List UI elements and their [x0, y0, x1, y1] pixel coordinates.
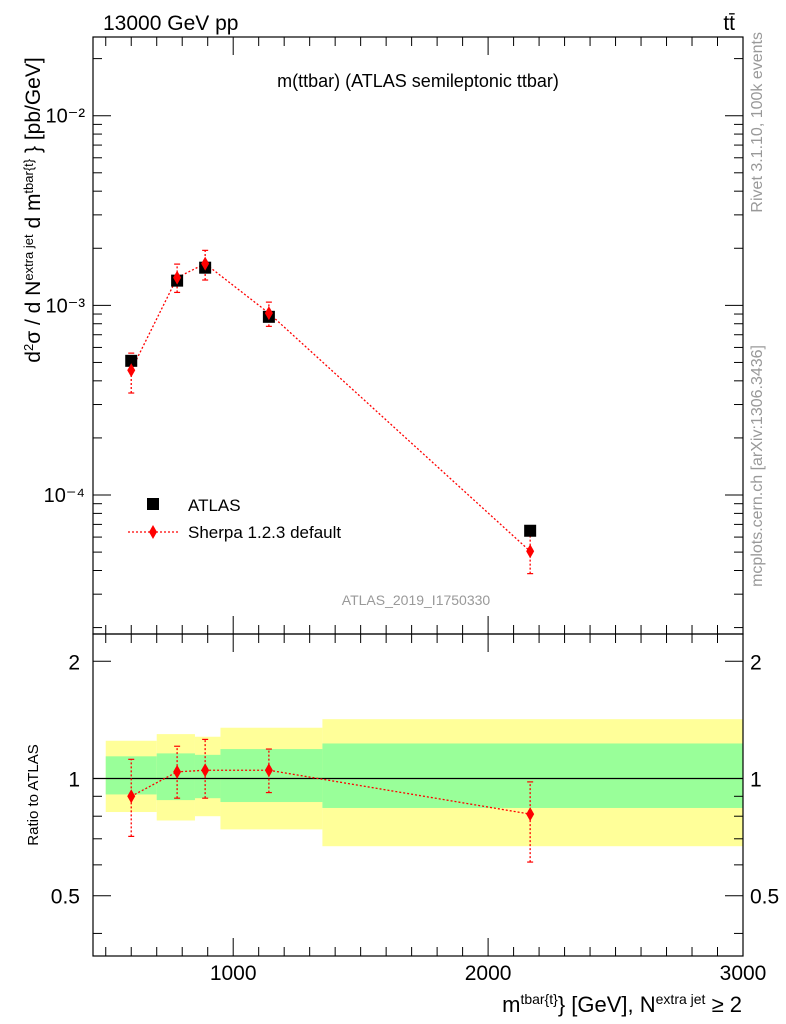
xtick-label: 3000	[720, 962, 767, 985]
legend-label-atlas: ATLAS	[188, 496, 241, 515]
ratio-ytick-label: 0.5	[51, 886, 80, 909]
main-ytick-label: 10⁻³	[46, 295, 86, 317]
main-ytick-label: 10⁻⁴	[44, 485, 85, 507]
ratio-sherpa-point	[264, 763, 273, 778]
main-plot-title: m(ttbar) (ATLAS semileptonic ttbar)	[277, 71, 559, 91]
legend-marker-sherpa	[149, 525, 157, 539]
ratio-ytick-label-right: 0.5	[750, 886, 779, 909]
atlas-point	[125, 354, 138, 367]
source-label: mcplots.cern.ch [arXiv:1306.3436]	[749, 345, 766, 587]
legend: ATLAS Sherpa 1.2.3 default	[128, 496, 341, 542]
ratio-ytick-label-right: 1	[750, 768, 762, 791]
main-ytick-label: 10⁻²	[46, 106, 86, 128]
header-left: 13000 GeV pp	[103, 12, 238, 35]
ratio-band-inner	[156, 753, 195, 801]
ratio-sherpa-point	[127, 789, 136, 804]
main-y-axis-label: d2σ / d Nextra jet d mtbar{t} } [pb/GeV]	[21, 57, 46, 362]
xtick-label: 1000	[210, 962, 257, 985]
ratio-sherpa-point	[201, 763, 210, 778]
sherpa-line	[130, 262, 531, 552]
xtick-label: 2000	[465, 962, 512, 985]
sherpa-point	[127, 363, 136, 378]
x-axis-label: mtbar{t}} [GeV], Nextra jet ≥ 2	[502, 991, 742, 1017]
legend-label-sherpa: Sherpa 1.2.3 default	[188, 523, 341, 542]
ratio-band-inner	[322, 743, 743, 808]
main-panel: m(ttbar) (ATLAS semileptonic ttbar) ATLA…	[21, 36, 744, 635]
main-plot-frame	[92, 36, 744, 635]
sherpa-point	[264, 306, 273, 321]
atlas-point	[524, 524, 537, 537]
analysis-watermark: ATLAS_2019_I1750330	[342, 592, 491, 608]
sherpa-point	[526, 544, 535, 559]
ratio-ytick-label-right: 2	[750, 651, 762, 674]
ratio-y-axis-label: Ratio to ATLAS	[25, 744, 42, 845]
ratio-sherpa-point	[526, 807, 535, 822]
ratio-plot-frame	[92, 633, 744, 957]
legend-marker-atlas	[147, 498, 159, 510]
sherpa-point	[201, 256, 210, 271]
rivet-label: Rivet 3.1.10, 100k events	[749, 32, 766, 213]
ratio-band-inner	[220, 749, 323, 803]
ratio-ytick-label: 2	[68, 651, 80, 674]
sherpa-point	[173, 270, 182, 285]
ratio-band-inner	[194, 754, 221, 799]
ratio-ytick-label: 1	[68, 768, 80, 791]
ratio-panel: 0.5 0.5 1 1 2 2 1000 2000 3000 Ratio to ATLAS m…	[25, 633, 779, 1017]
header-right: tt̄	[723, 12, 735, 35]
ratio-sherpa-point	[173, 764, 182, 779]
